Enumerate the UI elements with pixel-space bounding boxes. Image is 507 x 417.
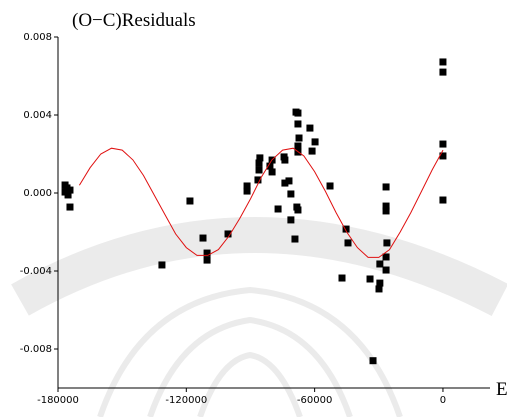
x-tick-label: -120000 [165,395,207,406]
data-point [243,182,251,190]
data-point [308,147,316,155]
data-point [291,235,299,243]
data-point [255,159,263,167]
y-tick-label: -0.004 [20,266,52,277]
data-point [382,253,390,261]
data-point [255,166,263,174]
data-point [326,182,334,190]
data-point [376,260,384,268]
y-tick-label: 0.004 [23,110,52,121]
data-point [281,179,289,187]
chart-title: (O−C)Residuals [72,10,196,31]
data-point [439,152,447,160]
data-point [294,120,302,128]
x-tick-label: 0 [440,395,446,406]
data-point [382,266,390,274]
data-point [285,177,293,185]
data-point [369,357,377,365]
data-point [243,187,251,195]
data-point [439,68,447,76]
data-point [199,234,207,242]
data-point [311,138,319,146]
data-point [294,142,302,150]
data-point [294,206,302,214]
data-point [203,256,211,264]
data-point [294,109,302,117]
data-point [382,207,390,215]
data-point [287,190,295,198]
fit-curve [78,147,444,258]
data-point [287,216,295,224]
watermark [11,217,507,417]
data-point [366,275,374,283]
data-point [256,154,264,162]
data-point [203,249,211,257]
data-point [344,239,352,247]
data-point [439,58,447,66]
x-tick-label: -180000 [37,395,79,406]
x-axis-label: E [496,379,507,400]
y-tick-label: -0.008 [20,344,52,355]
data-point [186,197,194,205]
data-point [375,285,383,293]
data-point [306,124,314,132]
data-point [66,186,74,194]
data-point [266,162,274,170]
data-point [376,279,384,287]
data-point [338,274,346,282]
data-point [158,261,166,269]
data-point [439,140,447,148]
data-point [254,176,262,184]
data-point [274,205,282,213]
data-point [342,225,350,233]
data-point [268,168,276,176]
data-point [224,230,232,238]
x-tick-label: -60000 [297,395,332,406]
data-point [64,191,72,199]
y-tick-label: 0.000 [23,188,52,199]
data-point [382,202,390,210]
data-point [295,134,303,142]
data-point [281,156,289,164]
data-point [382,183,390,191]
data-point [383,239,391,247]
y-tick-label: 0.008 [23,32,52,43]
data-point [66,203,74,211]
data-point [439,196,447,204]
